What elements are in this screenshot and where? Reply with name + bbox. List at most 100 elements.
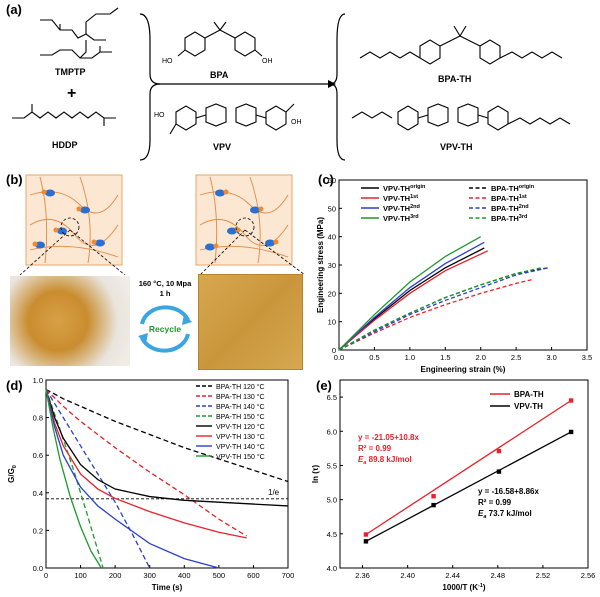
chart-d-legend-label: BPA-TH 120 °C <box>216 383 265 391</box>
chart-e-plot-frame <box>339 379 589 569</box>
chart-c-legend-label: BPA-TH1st <box>491 194 527 203</box>
chart-e-ytick-label: 4.5 <box>327 530 337 539</box>
panel-label-b: (b) <box>6 172 23 187</box>
bpa-ho: HO <box>162 58 173 65</box>
chart-c-legend-label: VPV-THorigin <box>383 184 426 193</box>
chart-c-series-line <box>338 267 549 351</box>
chart-c-series-line <box>338 247 485 351</box>
chart-e-xlabel: 1000/T (K-1) <box>442 583 485 592</box>
chart-c-xtick-label: 2.5 <box>511 353 521 362</box>
chart-d-plot-frame <box>45 379 289 569</box>
chart-d-series-line <box>45 389 151 569</box>
chart-e-r2-bpa: R² = 0.99 <box>358 444 392 453</box>
chart-e-point <box>496 469 502 474</box>
chart-c-legend-label: BPA-THorigin <box>491 184 535 193</box>
chart-c-ytick-label: 60 <box>328 176 336 185</box>
chart-d-xtick-label: 700 <box>282 571 295 580</box>
chart-d-series-line <box>45 389 104 569</box>
chart-c-xtick-label: 2.0 <box>475 353 485 362</box>
chart-e-ytick-label: 5.0 <box>327 496 337 505</box>
tmptp-structure <box>40 7 119 59</box>
chart-d-xtick-label: 100 <box>74 571 87 580</box>
chart-d-ytick-label: 0.2 <box>33 526 43 535</box>
chart-d-xtick-label: 600 <box>247 571 260 580</box>
chart-e-fit-line <box>365 399 572 536</box>
tmptp-label: TMPTP <box>55 67 86 77</box>
chart-d-legend-label: VPV-TH 120 °C <box>216 423 265 431</box>
chart-c-series-line <box>338 236 482 351</box>
chart-e-ea-vpv: Ea 73.7 kJ/mol <box>478 509 532 520</box>
chart-d-relaxation: 0 100 200 300 400 500 600 700 0.0 0.2 0.4 0.6 0.8 1.0… <box>7 376 295 592</box>
recycle-arrow-bottom <box>140 333 190 353</box>
chart-c-stress-strain: 0.0 0.5 1.0 1.5 2.0 2.5 3.0 3.5 0 10 20 30 40 50 60 Eng… <box>316 176 592 374</box>
chart-e-ea-bpa: Ea 89.8 kJ/mol <box>358 455 412 466</box>
chart-d-series-line <box>45 389 289 507</box>
chart-e-xtick-label: 2.52 <box>536 571 551 580</box>
chart-d-xlabel: Time (s) <box>152 583 183 592</box>
chart-d-xtick-label: 400 <box>178 571 191 580</box>
right-brace <box>329 13 346 161</box>
panel-label-d: (d) <box>6 378 23 393</box>
chart-e-legend-label: VPV-TH <box>514 402 543 411</box>
chart-e-xtick-label: 2.48 <box>491 571 506 580</box>
chart-e-ylabel: ln (τ) <box>311 465 320 484</box>
chart-d-xtick-label: 300 <box>143 571 156 580</box>
panel-a-scheme: TMPTP + HDDP HO OH BPA HO OH VPV <box>12 7 571 161</box>
condition-line2: 1 h <box>160 289 171 298</box>
chart-c-xtick-label: 0.5 <box>369 353 379 362</box>
chart-c-legend-label: VPV-TH1st <box>383 194 418 203</box>
chart-c-ytick-label: 20 <box>328 289 336 298</box>
vpv-label: VPV <box>213 142 231 152</box>
recycled-film-photo <box>198 274 303 370</box>
chart-c-series-line <box>338 278 535 351</box>
chart-d-ytick-label: 1.0 <box>33 376 43 385</box>
vpv-oh: OH <box>291 119 302 126</box>
chart-d-legend-label: BPA-TH 150 °C <box>216 413 265 421</box>
chart-c-xtick-label: 3.5 <box>582 353 592 362</box>
chart-c-series-line <box>338 267 549 351</box>
vpv-structure <box>169 103 295 135</box>
bpa-structure <box>177 21 263 57</box>
chart-c-ytick-label: 50 <box>328 204 336 213</box>
chart-e-point <box>431 502 436 508</box>
chart-d-ytick-label: 0.4 <box>33 489 43 498</box>
chart-d-legend-label: BPA-TH 140 °C <box>216 403 265 411</box>
panel-b-network-schematic <box>19 174 306 276</box>
chart-c-xtick-label: 1.0 <box>405 353 415 362</box>
vpv-th-structure <box>351 103 571 131</box>
chart-e-point <box>568 398 574 403</box>
recycle-arrow-top <box>140 305 190 325</box>
hddp-structure <box>12 104 116 126</box>
chart-d-xtick-label: 200 <box>109 571 122 580</box>
chart-c-ytick-label: 10 <box>328 318 336 327</box>
plus-sign: + <box>67 85 76 102</box>
chart-c-series-line <box>338 250 489 351</box>
chart-c-plot-frame <box>338 179 588 351</box>
chart-e-fit-eq-vpv: y = -16.58+8.86x <box>478 487 539 496</box>
panel-label-e: (e) <box>316 378 332 393</box>
resin-pellets-photo <box>10 276 130 366</box>
chart-c-xlabel: Engineering strain (%) <box>421 365 506 374</box>
chart-e-ytick-label: 6.5 <box>327 393 337 402</box>
panel-b-recycle: 160 °C, 10 Mpa 1 h Recycle <box>138 279 192 353</box>
chart-c-legend-label: VPV-TH2nd <box>383 204 420 213</box>
chart-e-point <box>363 539 369 544</box>
chart-c-legend-label: VPV-TH3rd <box>383 214 419 223</box>
vpv-th-label: VPV-TH <box>440 142 473 152</box>
chart-c-legend-label: BPA-TH3rd <box>491 214 527 223</box>
chart-d-ytick-label: 0.8 <box>33 414 43 423</box>
bpa-th-label: BPA-TH <box>438 74 471 84</box>
chart-e-fit-eq-bpa: y = -21.05+10.8x <box>358 433 419 442</box>
chart-d-legend-label: VPV-TH 150 °C <box>216 453 265 461</box>
chart-c-ytick-label: 40 <box>328 233 336 242</box>
chart-e-ytick-label: 6.0 <box>327 427 337 436</box>
chart-e-point <box>496 448 502 454</box>
chart-d-series-line <box>45 389 247 539</box>
chart-e-point <box>363 532 369 537</box>
chart-d-series-line <box>45 389 102 569</box>
chart-d-series-line <box>45 388 289 483</box>
chart-e-xtick-label: 2.36 <box>355 571 370 580</box>
chart-c-ylabel: Engineering stress (MPa) <box>316 217 325 313</box>
chart-c-ytick-label: 30 <box>328 261 336 270</box>
left-brace <box>139 13 161 161</box>
